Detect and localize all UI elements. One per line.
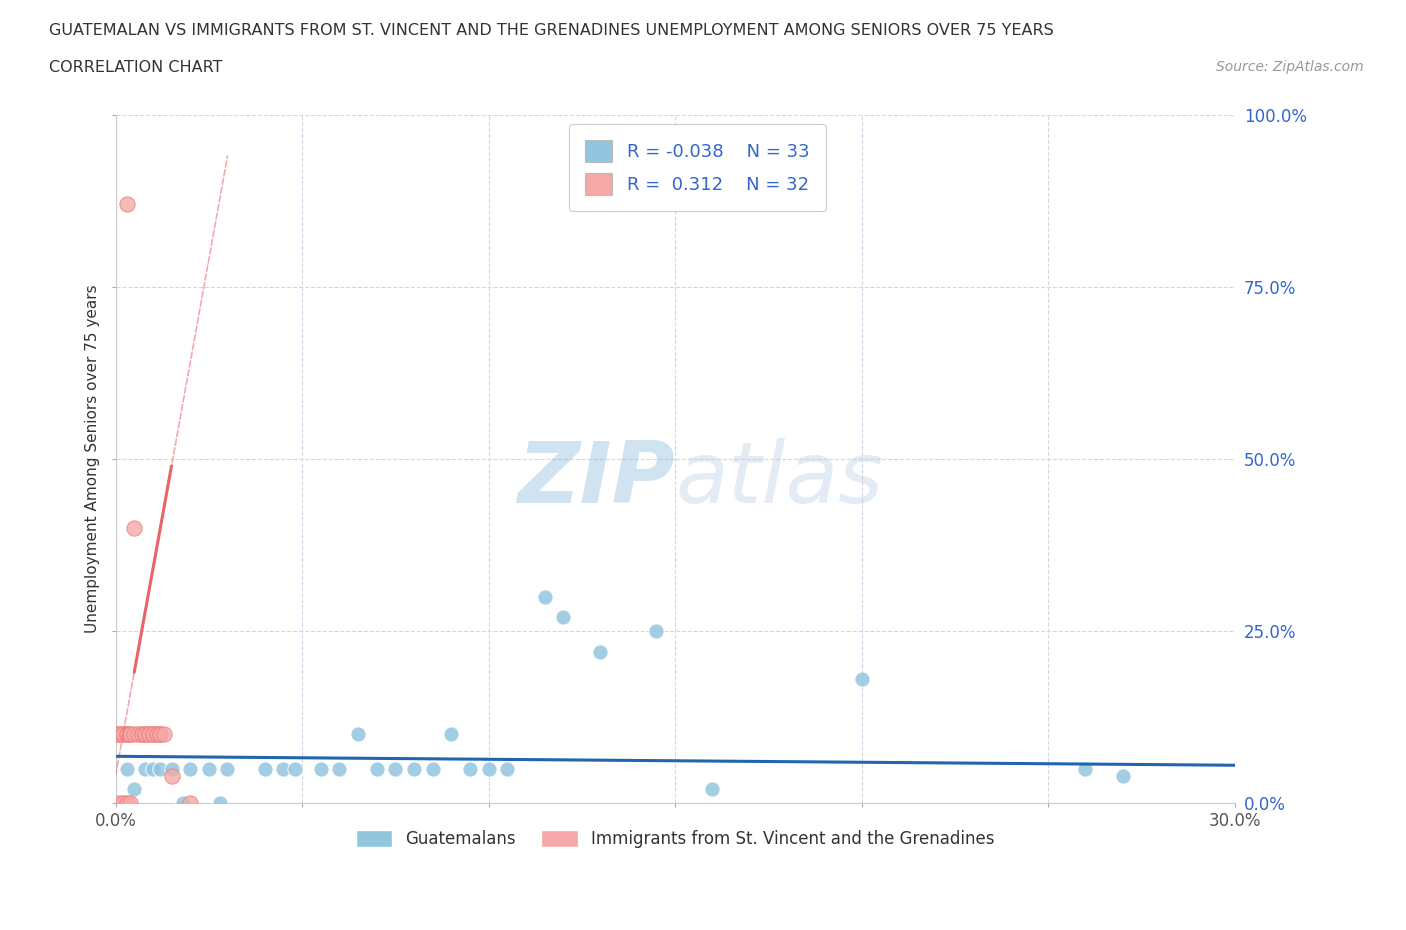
Point [138,727,160,742]
Point [458,762,481,777]
Point [122,521,145,536]
Point [153,727,176,742]
Point [112,796,135,811]
Point [108,727,131,742]
Point [702,782,724,797]
Point [120,796,142,811]
Point [198,762,221,777]
Point [402,762,425,777]
Text: ZIP: ZIP [517,438,675,521]
Point [120,727,142,742]
Point [142,727,165,742]
Point [142,727,165,742]
Point [217,762,239,777]
Point [122,782,145,797]
Point [115,197,138,212]
Legend: Guatemalans, Immigrants from St. Vincent and the Grenadines: Guatemalans, Immigrants from St. Vincent… [347,822,1002,857]
Point [160,762,183,777]
Point [122,727,145,742]
Point [134,727,156,742]
Text: Source: ZipAtlas.com: Source: ZipAtlas.com [1216,60,1364,74]
Point [149,727,172,742]
Point [478,762,501,777]
Point [112,727,135,742]
Point [127,727,149,742]
Point [142,762,165,777]
Point [347,727,370,742]
Point [131,727,153,742]
Point [134,727,156,742]
Point [115,727,138,742]
Point [1074,762,1097,777]
Point [145,727,167,742]
Point [172,796,194,811]
Point [328,762,350,777]
Point [440,727,463,742]
Point [104,727,127,742]
Point [851,671,873,686]
Point [253,762,276,777]
Point [284,762,307,777]
Point [131,727,153,742]
Point [533,590,555,604]
Point [115,796,138,811]
Point [1112,768,1135,783]
Point [179,796,201,811]
Point [138,727,160,742]
Point [553,610,575,625]
Text: GUATEMALAN VS IMMIGRANTS FROM ST. VINCENT AND THE GRENADINES UNEMPLOYMENT AMONG : GUATEMALAN VS IMMIGRANTS FROM ST. VINCEN… [49,23,1054,38]
Point [149,727,172,742]
Point [273,762,295,777]
Point [422,762,444,777]
Point [120,727,142,742]
Point [179,762,201,777]
Point [208,796,231,811]
Point [112,727,135,742]
Point [108,796,131,811]
Point [145,727,167,742]
Point [496,762,519,777]
Point [589,644,612,659]
Point [384,762,406,777]
Point [115,762,138,777]
Point [149,762,172,777]
Text: atlas: atlas [675,438,883,521]
Point [160,768,183,783]
Text: CORRELATION CHART: CORRELATION CHART [49,60,222,75]
Point [366,762,388,777]
Point [108,727,131,742]
Y-axis label: Unemployment Among Seniors over 75 years: Unemployment Among Seniors over 75 years [86,285,100,633]
Point [134,762,156,777]
Point [309,762,332,777]
Point [645,624,668,639]
Point [115,727,138,742]
